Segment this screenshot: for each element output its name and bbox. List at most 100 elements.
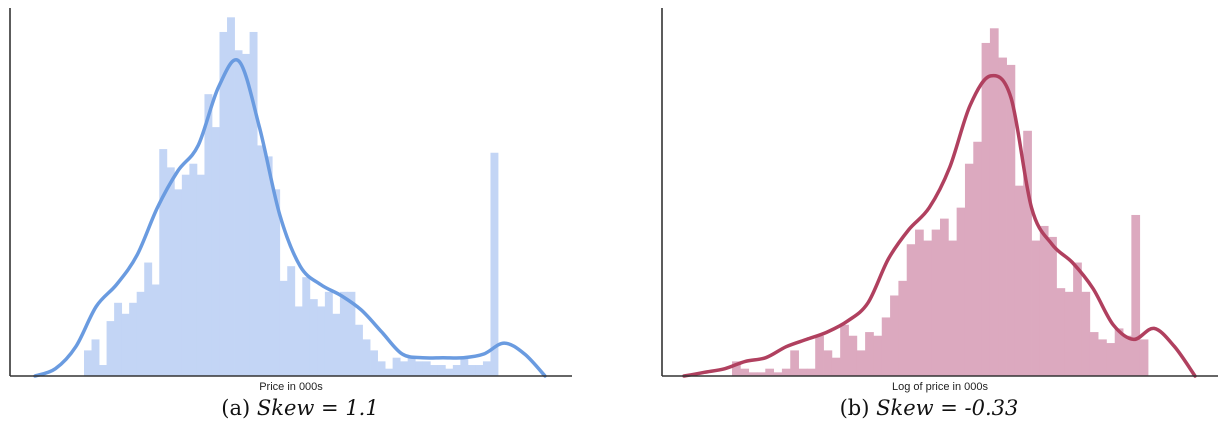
- histogram-bar: [264, 156, 273, 376]
- caption-a-prefix: (a): [221, 396, 251, 420]
- histogram-bar: [1131, 214, 1141, 376]
- histogram-bar: [174, 189, 183, 376]
- histogram-bar: [756, 372, 766, 376]
- histogram-bar: [475, 365, 484, 376]
- histogram-bar: [151, 284, 160, 376]
- histogram-bar: [1123, 335, 1132, 376]
- histogram-bar: [1081, 291, 1091, 376]
- histogram-bar: [332, 313, 341, 376]
- histogram-bar: [964, 163, 974, 376]
- histogram-bar: [302, 277, 311, 376]
- kde-curve: [33, 58, 547, 378]
- histogram-bar: [989, 28, 999, 377]
- bars-group: [84, 17, 499, 377]
- histogram-bar: [257, 145, 266, 376]
- chart-panel-a: Price in 000s (a) Skew = 1.1: [0, 0, 600, 441]
- histogram-bar: [831, 357, 841, 376]
- caption-a: (a) Skew = 1.1: [0, 396, 600, 420]
- histogram-bar: [204, 94, 213, 377]
- histogram-bar: [773, 372, 783, 376]
- histogram-bar: [272, 189, 281, 376]
- histogram-bar: [798, 368, 808, 376]
- histogram-bar: [211, 127, 220, 377]
- histogram-bar: [1139, 339, 1149, 376]
- histogram-bar: [249, 31, 258, 377]
- histogram-bar: [923, 240, 933, 376]
- histogram-bar: [279, 280, 288, 376]
- histogram-bar: [748, 372, 758, 376]
- histogram-bar: [347, 291, 356, 376]
- histogram-bar: [915, 229, 924, 376]
- x-axis-label: Log of price in 000s: [892, 381, 989, 393]
- histogram-bar: [460, 357, 469, 376]
- chart-panel-b: Log of price in 000s (b) Skew = -0.33: [640, 0, 1218, 441]
- histogram-bar: [940, 218, 949, 376]
- x-axis-label: Price in 000s: [259, 381, 323, 393]
- histogram-bar: [159, 149, 168, 376]
- histogram-bar: [890, 295, 899, 376]
- histogram-bar: [881, 317, 891, 376]
- histogram-bar: [91, 339, 100, 376]
- histogram-bar: [196, 174, 205, 376]
- histogram-bar: [906, 244, 916, 376]
- histogram-bar: [973, 141, 982, 376]
- histogram-bar: [181, 174, 190, 376]
- kde-curve: [682, 73, 1197, 378]
- histogram-chart-a: Price in 000s: [9, 8, 572, 393]
- histogram-bar: [452, 365, 461, 376]
- histogram-bar: [998, 57, 1007, 376]
- histogram-bar: [815, 335, 824, 376]
- histogram-bar: [806, 368, 816, 376]
- histogram-bar: [931, 229, 941, 376]
- histogram-bar: [377, 361, 386, 376]
- histogram-bar: [1048, 236, 1057, 376]
- histogram-bar: [1106, 343, 1116, 376]
- histogram-bar: [114, 302, 123, 376]
- caption-b: (b) Skew = -0.33: [640, 396, 1218, 420]
- histogram-bar: [362, 339, 371, 376]
- histogram-bar: [1031, 240, 1041, 376]
- histogram-bar: [1089, 332, 1099, 376]
- histogram-bar: [1023, 130, 1032, 376]
- histogram-bar: [948, 240, 958, 376]
- histogram-bar: [144, 262, 153, 376]
- histogram-bar: [189, 163, 198, 376]
- histogram-bar: [956, 207, 966, 376]
- histogram-bar: [400, 361, 409, 376]
- histogram-bar: [898, 280, 908, 376]
- histogram-bar: [415, 361, 424, 376]
- histogram-bar: [392, 357, 401, 376]
- histogram-bar: [981, 42, 991, 376]
- histogram-bar: [482, 361, 491, 376]
- caption-b-prefix: (b): [839, 396, 870, 420]
- histogram-bar: [732, 361, 741, 376]
- histogram-bar: [354, 324, 363, 376]
- histogram-bar: [136, 291, 145, 376]
- histogram-bar: [385, 368, 394, 376]
- histogram-bar: [166, 167, 175, 376]
- histogram-bar: [106, 321, 115, 376]
- histogram-bar: [437, 365, 446, 376]
- histogram-bar: [1114, 328, 1124, 376]
- histogram-bar: [219, 31, 228, 377]
- histogram-bar: [790, 350, 799, 376]
- histogram-bar: [324, 291, 333, 376]
- histogram-bar: [1039, 225, 1049, 376]
- histogram-bar: [740, 368, 750, 376]
- histogram-bar: [234, 50, 243, 376]
- histogram-bar: [407, 357, 416, 376]
- histogram-bar: [765, 368, 774, 376]
- histogram-bar: [873, 335, 883, 376]
- histogram-bar: [309, 299, 318, 376]
- histogram-bar: [865, 332, 874, 376]
- histogram-bar: [242, 53, 250, 377]
- histogram-bar: [227, 17, 235, 376]
- histogram-bar: [422, 361, 431, 376]
- histogram-bar: [467, 365, 476, 376]
- histogram-bar: [781, 368, 791, 376]
- histogram-bar: [84, 350, 92, 376]
- histogram-bar: [287, 266, 296, 376]
- histogram-bar: [490, 152, 499, 376]
- caption-b-skew: Skew = -0.33: [876, 396, 1019, 420]
- histogram-bar: [840, 324, 849, 376]
